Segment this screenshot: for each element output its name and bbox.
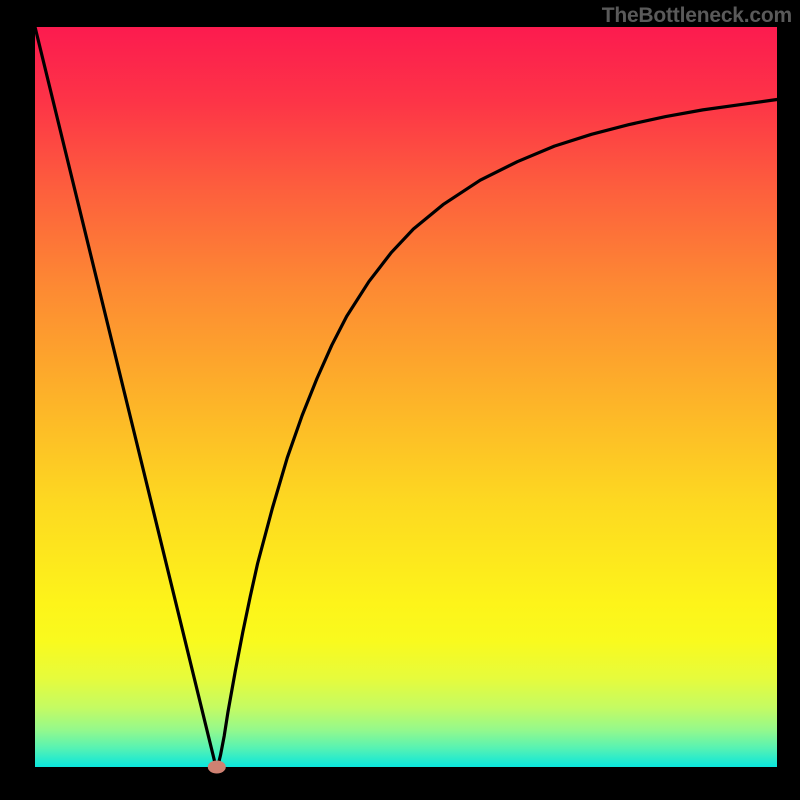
watermark-label: TheBottleneck.com	[602, 4, 792, 28]
optimal-point-marker	[208, 761, 226, 774]
bottleneck-chart: TheBottleneck.com	[0, 0, 800, 800]
chart-svg	[0, 0, 800, 800]
plot-area	[35, 27, 777, 767]
